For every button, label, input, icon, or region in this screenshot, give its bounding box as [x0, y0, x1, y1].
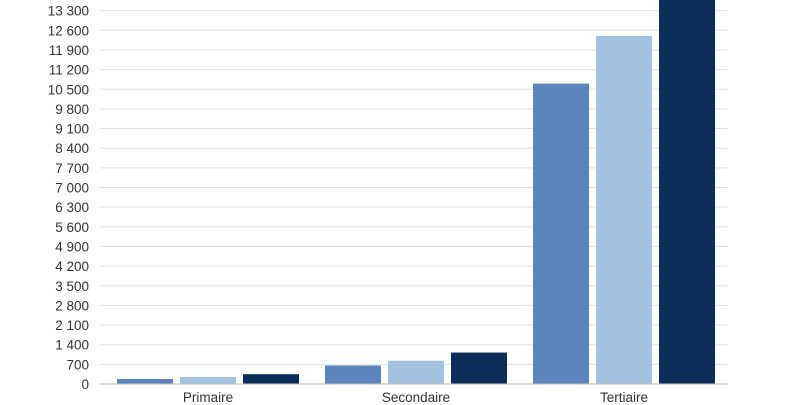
- y-tick-label: 3 500: [55, 279, 89, 294]
- y-tick-label: 2 100: [55, 318, 89, 333]
- y-axis-ticks: 0 700 1 400 2 100 2 800 3 500 4 200 4 900 5 600 6…: [48, 4, 89, 392]
- y-tick-label: 7 700: [55, 161, 89, 176]
- bar-secondaire-3: [451, 352, 507, 384]
- y-tick-label: 4 200: [55, 259, 89, 274]
- y-tick-label: 8 400: [55, 141, 89, 156]
- y-tick-label: 13 300: [48, 4, 89, 19]
- bar-secondaire-2: [388, 360, 444, 384]
- y-tick-label: 9 100: [55, 122, 89, 137]
- bar-tertiaire-2: [596, 35, 652, 385]
- x-axis-categories: Primaire Secondaire Tertiaire: [183, 390, 648, 405]
- y-tick-label: 11 200: [49, 63, 89, 78]
- bars: [117, 0, 715, 385]
- y-tick-label: 700: [66, 357, 89, 372]
- y-tick-label: 5 600: [55, 220, 89, 235]
- y-tick-label: 12 600: [48, 23, 89, 38]
- y-tick-label: 4 900: [55, 239, 89, 254]
- bar-primaire-1: [117, 378, 173, 384]
- x-category-label: Primaire: [183, 390, 233, 405]
- y-tick-label: 9 800: [55, 102, 89, 117]
- bar-primaire-2: [180, 376, 236, 384]
- bar-tertiaire-1: [533, 83, 589, 384]
- y-tick-label: 2 800: [55, 298, 89, 313]
- y-tick-label: 7 000: [55, 181, 89, 196]
- bar-primaire-3: [243, 374, 299, 384]
- bar-secondaire-1: [325, 365, 381, 384]
- y-tick-label: 0: [81, 377, 89, 392]
- y-tick-label: 11 900: [49, 43, 89, 58]
- y-tick-label: 6 300: [55, 200, 89, 215]
- y-tick-label: 10 500: [48, 82, 89, 97]
- y-tick-label: 1 400: [55, 338, 89, 353]
- x-category-label: Tertiaire: [600, 390, 648, 405]
- bar-tertiaire-3: [659, 0, 715, 385]
- x-category-label: Secondaire: [382, 390, 450, 405]
